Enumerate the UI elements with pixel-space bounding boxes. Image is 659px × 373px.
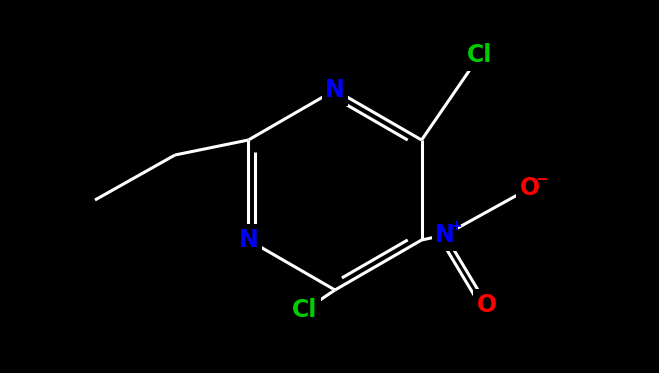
Text: −: − <box>536 172 548 186</box>
Text: O: O <box>477 293 497 317</box>
Text: Cl: Cl <box>467 43 493 67</box>
Text: +: + <box>450 219 462 233</box>
Text: N: N <box>435 223 455 247</box>
Text: N: N <box>325 78 345 102</box>
Text: Cl: Cl <box>293 298 318 322</box>
Text: O: O <box>520 176 540 200</box>
Text: N: N <box>239 228 258 252</box>
